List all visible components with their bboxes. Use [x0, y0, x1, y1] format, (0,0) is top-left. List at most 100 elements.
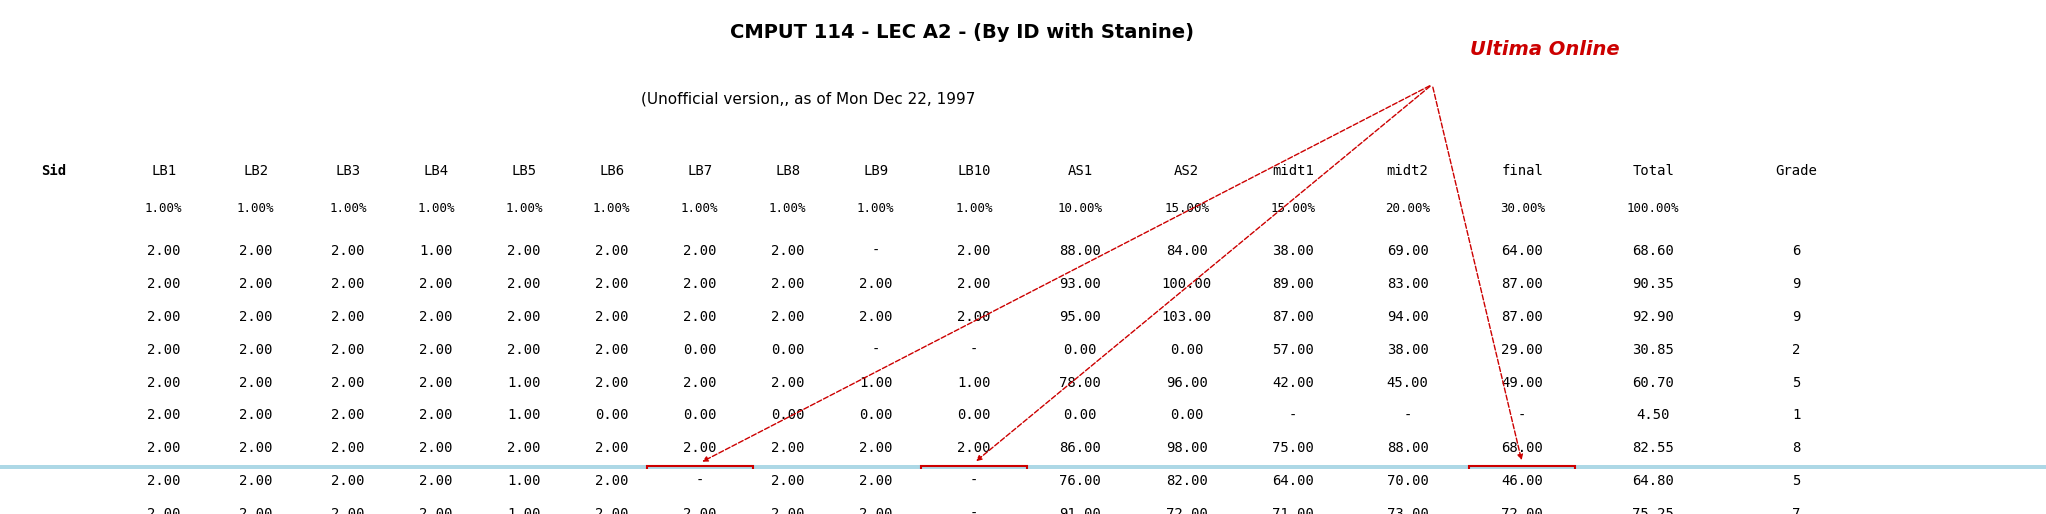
Text: 64.00: 64.00 [1502, 244, 1543, 258]
Text: -: - [1404, 409, 1412, 423]
Text: 1: 1 [1792, 409, 1800, 423]
Text: 86.00: 86.00 [1060, 442, 1101, 455]
Text: 2.00: 2.00 [147, 310, 180, 324]
Text: 1.00%: 1.00% [237, 203, 274, 215]
Text: 2.00: 2.00 [331, 409, 364, 423]
Text: 2.00: 2.00 [147, 277, 180, 291]
Text: 0.00: 0.00 [1064, 409, 1097, 423]
Text: 0.00: 0.00 [1064, 343, 1097, 357]
Text: 2.00: 2.00 [331, 474, 364, 488]
Text: 1.00: 1.00 [958, 376, 990, 390]
Text: 78.00: 78.00 [1060, 376, 1101, 390]
Text: 72.00: 72.00 [1502, 507, 1543, 514]
Text: 68.60: 68.60 [1633, 244, 1674, 258]
Text: 88.00: 88.00 [1060, 244, 1101, 258]
Text: -: - [970, 343, 978, 357]
Text: 2.00: 2.00 [419, 507, 452, 514]
Text: 2.00: 2.00 [419, 310, 452, 324]
Text: 8: 8 [1792, 442, 1800, 455]
Text: 2.00: 2.00 [683, 244, 716, 258]
Text: LB2: LB2 [243, 164, 268, 178]
Text: Grade: Grade [1776, 164, 1817, 178]
Text: 2.00: 2.00 [683, 376, 716, 390]
Text: -: - [696, 474, 704, 488]
Text: 2.00: 2.00 [771, 474, 804, 488]
Text: 87.00: 87.00 [1273, 310, 1314, 324]
Text: 2.00: 2.00 [771, 376, 804, 390]
Text: 49.00: 49.00 [1502, 376, 1543, 390]
Text: 2.00: 2.00 [147, 409, 180, 423]
Text: 2.00: 2.00 [331, 277, 364, 291]
Text: 95.00: 95.00 [1060, 310, 1101, 324]
Text: 0.00: 0.00 [859, 409, 892, 423]
Text: -: - [872, 244, 880, 258]
Text: 1.00: 1.00 [507, 409, 540, 423]
Text: 2.00: 2.00 [147, 376, 180, 390]
Text: 2.00: 2.00 [239, 310, 272, 324]
Text: 1.00%: 1.00% [955, 203, 992, 215]
Text: 2.00: 2.00 [958, 310, 990, 324]
Text: 2.00: 2.00 [771, 277, 804, 291]
Text: 1.00%: 1.00% [329, 203, 366, 215]
Text: Sid: Sid [41, 164, 65, 178]
Text: midt2: midt2 [1387, 164, 1428, 178]
Text: 2.00: 2.00 [859, 474, 892, 488]
Text: 2.00: 2.00 [595, 310, 628, 324]
Text: 0.00: 0.00 [683, 409, 716, 423]
Text: -: - [970, 474, 978, 488]
Text: 9: 9 [1792, 277, 1800, 291]
Text: 4.50: 4.50 [1637, 409, 1670, 423]
Text: 93.00: 93.00 [1060, 277, 1101, 291]
Text: LB8: LB8 [775, 164, 800, 178]
Text: 98.00: 98.00 [1166, 442, 1207, 455]
Text: 2.00: 2.00 [771, 244, 804, 258]
Text: -: - [1289, 409, 1297, 423]
Text: 2.00: 2.00 [331, 442, 364, 455]
Text: 1.00%: 1.00% [769, 203, 806, 215]
Text: 1.00%: 1.00% [505, 203, 542, 215]
Text: 2.00: 2.00 [859, 277, 892, 291]
Text: 2.00: 2.00 [147, 343, 180, 357]
Text: 2.00: 2.00 [958, 277, 990, 291]
Text: LB10: LB10 [958, 164, 990, 178]
Text: 9: 9 [1792, 310, 1800, 324]
Text: 2.00: 2.00 [239, 409, 272, 423]
Text: 1.00%: 1.00% [417, 203, 454, 215]
Text: 64.80: 64.80 [1633, 474, 1674, 488]
Text: 2.00: 2.00 [419, 409, 452, 423]
Bar [0, 465, 2046, 498]
Text: 2.00: 2.00 [239, 376, 272, 390]
Text: 75.00: 75.00 [1273, 442, 1314, 455]
Text: 94.00: 94.00 [1387, 310, 1428, 324]
Text: 0.00: 0.00 [595, 409, 628, 423]
Text: 89.00: 89.00 [1273, 277, 1314, 291]
Text: 30.00%: 30.00% [1500, 203, 1545, 215]
Text: 103.00: 103.00 [1162, 310, 1211, 324]
Text: 2.00: 2.00 [683, 507, 716, 514]
Text: 29.00: 29.00 [1502, 343, 1543, 357]
Text: 2.00: 2.00 [859, 310, 892, 324]
Text: 2.00: 2.00 [507, 310, 540, 324]
Text: 92.90: 92.90 [1633, 310, 1674, 324]
Text: 73.00: 73.00 [1387, 507, 1428, 514]
Text: 2.00: 2.00 [683, 310, 716, 324]
Text: 2.00: 2.00 [507, 277, 540, 291]
Text: 2.00: 2.00 [147, 244, 180, 258]
Text: 1.00: 1.00 [859, 376, 892, 390]
Text: 1.00%: 1.00% [681, 203, 718, 215]
Text: 1.00: 1.00 [507, 376, 540, 390]
Text: 1.00: 1.00 [419, 244, 452, 258]
Text: -: - [970, 507, 978, 514]
Text: 2.00: 2.00 [419, 376, 452, 390]
Text: 2.00: 2.00 [595, 277, 628, 291]
Text: 82.00: 82.00 [1166, 474, 1207, 488]
Text: 2.00: 2.00 [331, 376, 364, 390]
Text: 7: 7 [1792, 507, 1800, 514]
Text: 84.00: 84.00 [1166, 244, 1207, 258]
Text: 2.00: 2.00 [507, 343, 540, 357]
Text: 1.00%: 1.00% [593, 203, 630, 215]
Text: 88.00: 88.00 [1387, 442, 1428, 455]
Text: 2.00: 2.00 [419, 277, 452, 291]
Text: 46.00: 46.00 [1502, 474, 1543, 488]
Text: -: - [1518, 409, 1526, 423]
